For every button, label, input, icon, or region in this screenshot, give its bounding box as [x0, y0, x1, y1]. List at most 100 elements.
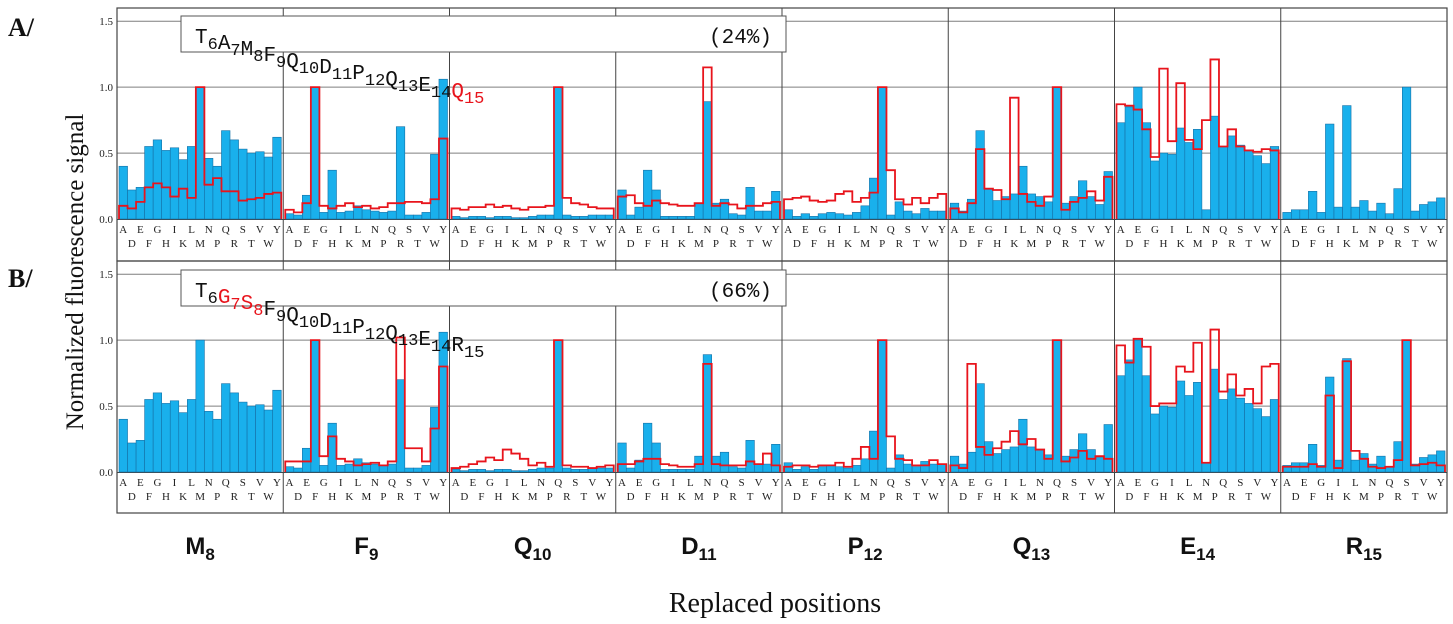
- residue-label: T: [1245, 491, 1252, 503]
- residue-label: Y: [273, 224, 281, 236]
- bar-F: [643, 169, 653, 220]
- sequence-number: 13: [398, 78, 418, 97]
- y-tick-label: 1.5: [99, 16, 113, 28]
- bar-F: [975, 130, 985, 220]
- mutant-outline: [616, 362, 781, 472]
- sequence-residue: E: [418, 75, 431, 98]
- bar-S: [1069, 449, 1079, 473]
- bar-M: [694, 202, 704, 220]
- bar-E: [468, 469, 478, 473]
- residue-label: M: [1026, 238, 1036, 250]
- position-label: Q10: [514, 533, 552, 564]
- residue-label: Q: [721, 477, 729, 489]
- bar-W: [263, 156, 274, 220]
- bar-N: [1367, 210, 1377, 220]
- residue-label: K: [512, 238, 520, 250]
- residue-label: W: [1427, 238, 1438, 250]
- residue-label: Q: [388, 224, 396, 236]
- panel-label: A/: [8, 13, 35, 42]
- residue-label: R: [1228, 491, 1236, 503]
- bar-A: [783, 209, 793, 220]
- residue-label: E: [137, 477, 144, 489]
- residue-label: I: [1336, 477, 1340, 489]
- residue-label: G: [818, 477, 826, 489]
- position-subscript: 10: [533, 545, 552, 564]
- sequence-number: 10: [299, 60, 319, 79]
- residue-label: F: [811, 491, 817, 503]
- residue-label: F: [146, 238, 152, 250]
- residue-label: V: [1253, 224, 1261, 236]
- bar-Q: [553, 339, 563, 473]
- mutant-outline: [783, 86, 948, 219]
- bar-G: [152, 139, 162, 220]
- residue-label: T: [747, 238, 754, 250]
- subplot-R15: A E G I L N Q S V Y D F H K M P R T W: [1280, 261, 1446, 513]
- percent-label: (66%): [709, 281, 772, 304]
- bar-Q: [886, 214, 896, 220]
- sequence-residue: P: [352, 317, 365, 340]
- residue-label: Q: [887, 224, 895, 236]
- bar-P: [1376, 202, 1386, 220]
- panels-layer: 0.00.51.01.5A E G I L N Q S V YD F H K M P R T WA E G I L N Q S V…: [8, 7, 1448, 514]
- bar-R: [1060, 455, 1071, 473]
- residue-label: G: [652, 477, 660, 489]
- bar-D: [293, 214, 303, 220]
- bar-H: [493, 469, 504, 473]
- sequence-residue: M: [241, 39, 254, 62]
- residue-label: P: [214, 238, 220, 250]
- residue-label: W: [263, 238, 274, 250]
- residue-label: Y: [1271, 224, 1279, 236]
- mutant-outline: [1115, 58, 1280, 219]
- residue-label: L: [521, 477, 528, 489]
- bar-K: [1342, 105, 1352, 220]
- bar-N: [1201, 462, 1211, 473]
- bar-W: [1427, 201, 1437, 220]
- residue-label: I: [1170, 224, 1174, 236]
- sequence-residue: Q: [451, 81, 464, 104]
- residue-label: E: [802, 224, 809, 236]
- residue-label: L: [188, 224, 195, 236]
- residue-label: H: [827, 491, 835, 503]
- sequence-number: 8: [253, 302, 263, 321]
- bar-S: [238, 401, 248, 473]
- residue-label: S: [406, 224, 412, 236]
- bar-G: [485, 217, 495, 220]
- residue-label: Y: [938, 477, 946, 489]
- position-letter: P: [848, 533, 864, 560]
- residue-label: F: [1310, 491, 1316, 503]
- residue-label: F: [1310, 238, 1316, 250]
- bar-I: [834, 466, 845, 473]
- bar-H: [161, 150, 171, 220]
- residue-label: P: [879, 238, 885, 250]
- residue-label: N: [205, 224, 213, 236]
- position-letter: D: [681, 533, 698, 560]
- residue-label: E: [469, 224, 476, 236]
- residue-label: S: [1404, 477, 1410, 489]
- residue-label: L: [354, 224, 361, 236]
- residue-label: V: [1253, 477, 1261, 489]
- bar-Q: [1384, 213, 1395, 220]
- bar-K: [843, 467, 853, 473]
- residue-label: L: [853, 224, 860, 236]
- residue-label: E: [303, 224, 310, 236]
- mutant-outline: [1115, 328, 1280, 472]
- residue-label: R: [1394, 238, 1402, 250]
- position-subscript: 14: [1196, 545, 1215, 564]
- bar-Q: [1052, 339, 1062, 473]
- residue-label: P: [713, 238, 719, 250]
- panel-label: B/: [8, 264, 33, 293]
- residue-label: W: [1094, 491, 1105, 503]
- residue-label: M: [1193, 491, 1203, 503]
- subplot-F9: A E G I L N Q S V YD F H K M P R T W: [282, 261, 449, 513]
- residue-label: R: [1062, 491, 1070, 503]
- residue-label: N: [371, 477, 379, 489]
- residue-label: G: [652, 224, 660, 236]
- residue-label: H: [661, 491, 669, 503]
- bar-T: [413, 467, 423, 473]
- sequence-box: [180, 269, 787, 307]
- subplot-M8: A E G I L N Q S V Y D F H K M P R T W: [118, 86, 283, 250]
- x-axis-label: Replaced positions: [669, 588, 881, 619]
- subplot-R15: A E G I L N Q S V Y D F H K M P R T W: [1280, 8, 1446, 261]
- bar-A: [949, 455, 960, 473]
- bar-P: [1043, 201, 1054, 220]
